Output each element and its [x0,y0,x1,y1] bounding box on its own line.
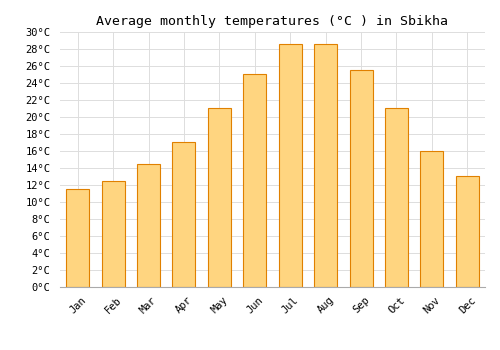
Bar [314,44,337,287]
Bar [385,108,408,287]
Bar [244,74,266,287]
Bar [66,189,89,287]
Bar [172,142,196,287]
Title: Average monthly temperatures (°C ) in Sbikha: Average monthly temperatures (°C ) in Sb… [96,15,448,28]
Bar [208,108,231,287]
Bar [137,163,160,287]
Bar [278,44,301,287]
Bar [420,151,444,287]
Bar [102,181,124,287]
Bar [350,70,372,287]
Bar [456,176,479,287]
